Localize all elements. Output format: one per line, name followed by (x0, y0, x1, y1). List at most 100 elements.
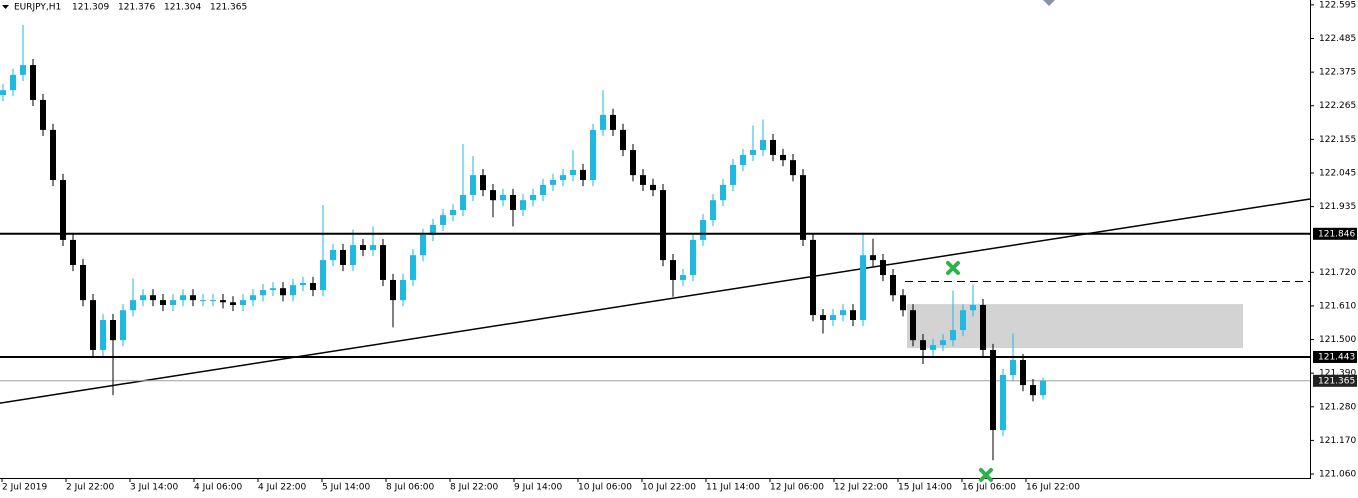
level-label: 121.443 (1318, 352, 1355, 362)
level-label: 121.846 (1318, 229, 1355, 239)
candle-body (730, 165, 736, 185)
candle-body (300, 283, 306, 286)
header-value: 121.304 (164, 3, 201, 13)
candle-body (910, 310, 916, 341)
y-tick-label: 122.155 (1319, 135, 1356, 145)
candle-body (130, 300, 136, 311)
candle-body (140, 295, 146, 301)
candle-body (430, 224, 436, 236)
x-tick-label: 4 Jul 22:00 (258, 483, 307, 493)
candle-body (70, 239, 76, 265)
candle-body (890, 275, 896, 296)
candle-body (110, 319, 116, 341)
candle-body (1000, 375, 1006, 431)
candle-body (30, 65, 36, 100)
candle-body (190, 295, 196, 301)
candle-body (870, 255, 876, 261)
candle-body (900, 295, 906, 311)
candle-body (600, 114, 606, 130)
x-tick-label: 12 Jul 22:00 (834, 483, 888, 493)
candle-body (790, 160, 796, 176)
x-tick-label: 11 Jul 14:00 (706, 483, 760, 493)
x-tick-label: 15 Jul 14:00 (898, 483, 952, 493)
y-tick-label: 121.390 (1319, 369, 1356, 379)
candle-body (700, 220, 706, 240)
candle-body (50, 129, 56, 181)
candle-body (210, 300, 216, 302)
candle-body (780, 154, 786, 161)
candle-body (770, 139, 776, 155)
candle-body (880, 260, 886, 276)
candle-body (1030, 385, 1036, 396)
candle-body (820, 315, 826, 320)
candle-body (40, 99, 46, 130)
candle-body (180, 295, 186, 301)
candle-body (490, 190, 496, 201)
marker (1043, 0, 1055, 6)
candle-body (150, 295, 156, 301)
candle-body (830, 315, 836, 320)
candle-body (10, 74, 16, 91)
y-tick-label: 121.500 (1319, 335, 1356, 345)
x-tick-label: 16 Jul 06:00 (962, 483, 1016, 493)
candle-body (510, 194, 516, 210)
x-tick-label: 16 Jul 22:00 (1026, 483, 1080, 493)
candle-body (90, 300, 96, 350)
zone (907, 304, 1243, 349)
candle-body (530, 194, 536, 201)
candle-body (580, 169, 586, 181)
candle-body (360, 245, 366, 251)
candle-body (810, 239, 816, 316)
y-tick-label: 122.265 (1319, 101, 1356, 111)
candle-body (250, 295, 256, 301)
x-tick-label: 9 Jul 14:00 (514, 483, 563, 493)
y-tick-label: 121.935 (1319, 202, 1356, 212)
symbol-title: EURJPY,H1 (14, 3, 61, 13)
x-tick-label: 2 Jul 22:00 (66, 483, 115, 493)
candle-body (750, 150, 756, 155)
y-tick-label: 121.170 (1319, 436, 1356, 446)
candle-body (460, 194, 466, 210)
candle-body (450, 209, 456, 216)
candle-body (400, 279, 406, 301)
x-tick-label: 2 Jul 2019 (2, 483, 47, 493)
candle-body (710, 200, 716, 221)
y-tick-label: 122.595 (1319, 0, 1356, 10)
menu-arrow (2, 5, 9, 9)
candle-body (970, 305, 976, 311)
candle-body (260, 290, 266, 296)
candle-body (760, 139, 766, 151)
candle-body (380, 245, 386, 280)
cross-marker (946, 261, 960, 275)
candle-body (550, 180, 556, 185)
candle-body (270, 288, 276, 291)
candle-body (100, 319, 106, 350)
x-tick-label: 10 Jul 22:00 (642, 483, 696, 493)
current-price-label: 121.365 (1318, 376, 1355, 386)
level-label-bg (1313, 227, 1357, 240)
candle-body (720, 184, 726, 201)
candle-body (20, 65, 26, 75)
candle-body (220, 300, 226, 303)
cross-marker (979, 468, 993, 482)
candle-body (800, 175, 806, 240)
candle-body (370, 245, 376, 251)
candle-body (670, 260, 676, 280)
candle-body (860, 255, 866, 320)
x-tick-label: 10 Jul 06:00 (578, 483, 632, 493)
candle-body (340, 250, 346, 265)
candle-body (320, 260, 326, 291)
candle-body (540, 184, 546, 195)
y-tick-label: 122.375 (1319, 68, 1356, 78)
y-tick-label: 121.610 (1319, 301, 1356, 311)
header-value: 121.309 (72, 3, 109, 13)
candle-body (570, 169, 576, 176)
candle-body (120, 310, 126, 341)
candle-body (640, 175, 646, 185)
candle-body (200, 300, 206, 302)
candle-body (280, 288, 286, 296)
candle-body (630, 150, 636, 176)
x-tick-label: 12 Jul 06:00 (770, 483, 824, 493)
header-value: 121.376 (118, 3, 155, 13)
